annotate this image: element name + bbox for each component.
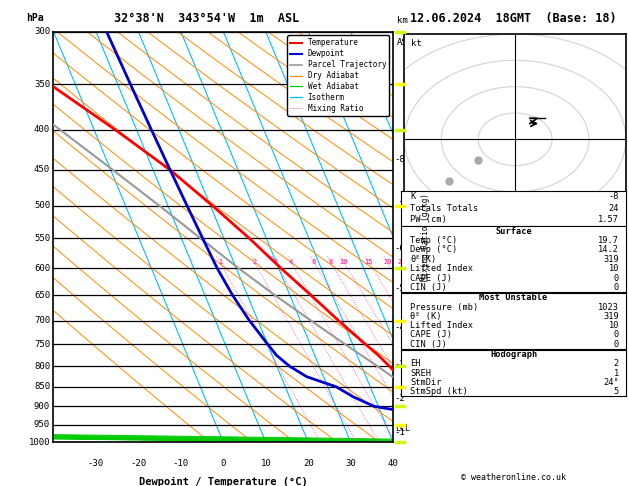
Text: 350: 350 bbox=[34, 80, 50, 88]
Text: 20: 20 bbox=[303, 459, 314, 468]
Text: 550: 550 bbox=[34, 234, 50, 243]
Text: Lifted Index: Lifted Index bbox=[410, 321, 473, 330]
Text: CAPE (J): CAPE (J) bbox=[410, 274, 452, 282]
Text: 0: 0 bbox=[614, 274, 619, 282]
Text: CIN (J): CIN (J) bbox=[410, 340, 447, 349]
Text: ASL: ASL bbox=[396, 38, 413, 47]
Text: Temp (°C): Temp (°C) bbox=[410, 236, 457, 245]
Text: PW (cm): PW (cm) bbox=[410, 215, 447, 224]
Text: -10: -10 bbox=[173, 459, 189, 468]
Text: 30: 30 bbox=[345, 459, 356, 468]
Text: 500: 500 bbox=[34, 201, 50, 210]
Text: 319: 319 bbox=[603, 255, 619, 264]
Text: EH: EH bbox=[410, 359, 421, 368]
Text: 25: 25 bbox=[398, 260, 406, 265]
Text: Pressure (mb): Pressure (mb) bbox=[410, 302, 479, 312]
Text: CIN (J): CIN (J) bbox=[410, 283, 447, 292]
Text: 6: 6 bbox=[312, 260, 316, 265]
Text: 8: 8 bbox=[328, 260, 333, 265]
Text: Dewp (°C): Dewp (°C) bbox=[410, 245, 457, 254]
Text: K: K bbox=[410, 192, 416, 201]
Text: Totals Totals: Totals Totals bbox=[410, 204, 479, 212]
Text: -30: -30 bbox=[88, 459, 104, 468]
Text: 700: 700 bbox=[34, 316, 50, 325]
Text: Surface: Surface bbox=[495, 226, 532, 236]
Text: 800: 800 bbox=[34, 362, 50, 371]
Text: -6: -6 bbox=[395, 244, 406, 253]
Text: -8: -8 bbox=[609, 192, 619, 201]
Legend: Temperature, Dewpoint, Parcel Trajectory, Dry Adiabat, Wet Adiabat, Isotherm, Mi: Temperature, Dewpoint, Parcel Trajectory… bbox=[287, 35, 389, 116]
Text: 10: 10 bbox=[609, 321, 619, 330]
Text: 0: 0 bbox=[614, 283, 619, 292]
Text: 24°: 24° bbox=[603, 378, 619, 387]
Text: StmDir: StmDir bbox=[410, 378, 442, 387]
Text: 400: 400 bbox=[34, 125, 50, 134]
Text: 650: 650 bbox=[34, 291, 50, 300]
Text: -5: -5 bbox=[395, 284, 406, 294]
Text: 750: 750 bbox=[34, 340, 50, 348]
Text: 850: 850 bbox=[34, 382, 50, 391]
Text: 1: 1 bbox=[218, 260, 222, 265]
Text: -2: -2 bbox=[395, 394, 406, 403]
Text: 950: 950 bbox=[34, 420, 50, 429]
Text: 12.06.2024  18GMT  (Base: 18): 12.06.2024 18GMT (Base: 18) bbox=[410, 12, 617, 25]
Text: Dewpoint / Temperature (°C): Dewpoint / Temperature (°C) bbox=[139, 477, 308, 486]
Text: Hodograph: Hodograph bbox=[490, 350, 537, 359]
Text: 3: 3 bbox=[274, 260, 277, 265]
Text: 1023: 1023 bbox=[598, 302, 619, 312]
Text: Most Unstable: Most Unstable bbox=[479, 293, 548, 302]
Text: -8: -8 bbox=[395, 156, 406, 164]
Text: -4: -4 bbox=[395, 323, 406, 332]
Text: -7: -7 bbox=[395, 201, 406, 210]
Text: θᴱ(K): θᴱ(K) bbox=[410, 255, 437, 264]
Text: 20: 20 bbox=[383, 260, 392, 265]
Text: 1000: 1000 bbox=[28, 438, 50, 447]
Text: 600: 600 bbox=[34, 263, 50, 273]
Text: Lifted Index: Lifted Index bbox=[410, 264, 473, 273]
Text: 300: 300 bbox=[34, 27, 50, 36]
Text: SREH: SREH bbox=[410, 368, 431, 378]
Text: LCL: LCL bbox=[395, 424, 410, 433]
Text: 10: 10 bbox=[260, 459, 271, 468]
Text: CAPE (J): CAPE (J) bbox=[410, 330, 452, 340]
Text: 900: 900 bbox=[34, 402, 50, 411]
Text: 0: 0 bbox=[614, 330, 619, 340]
Text: Mixing Ratio (g/kg): Mixing Ratio (g/kg) bbox=[421, 193, 430, 281]
Text: km: km bbox=[396, 17, 407, 25]
Text: 19.7: 19.7 bbox=[598, 236, 619, 245]
Text: 450: 450 bbox=[34, 165, 50, 174]
Text: kt: kt bbox=[411, 39, 422, 48]
Text: 1: 1 bbox=[614, 368, 619, 378]
Text: 0: 0 bbox=[221, 459, 226, 468]
Text: 14.2: 14.2 bbox=[598, 245, 619, 254]
Text: -3: -3 bbox=[395, 360, 406, 368]
Text: 10: 10 bbox=[340, 260, 348, 265]
Text: 10: 10 bbox=[609, 264, 619, 273]
Text: 15: 15 bbox=[365, 260, 374, 265]
Text: hPa: hPa bbox=[26, 14, 43, 23]
Text: © weatheronline.co.uk: © weatheronline.co.uk bbox=[461, 473, 566, 482]
Text: 319: 319 bbox=[603, 312, 619, 321]
Text: θᴱ (K): θᴱ (K) bbox=[410, 312, 442, 321]
Text: 2: 2 bbox=[614, 359, 619, 368]
Text: 32°38'N  343°54'W  1m  ASL: 32°38'N 343°54'W 1m ASL bbox=[114, 12, 299, 25]
Text: 24: 24 bbox=[609, 204, 619, 212]
Text: -1: -1 bbox=[395, 428, 406, 437]
Text: 1.57: 1.57 bbox=[598, 215, 619, 224]
Text: -20: -20 bbox=[130, 459, 147, 468]
Text: 40: 40 bbox=[387, 459, 399, 468]
Text: 5: 5 bbox=[614, 387, 619, 396]
Text: 4: 4 bbox=[289, 260, 293, 265]
Text: 0: 0 bbox=[614, 340, 619, 349]
Text: StmSpd (kt): StmSpd (kt) bbox=[410, 387, 468, 396]
Text: 2: 2 bbox=[252, 260, 257, 265]
